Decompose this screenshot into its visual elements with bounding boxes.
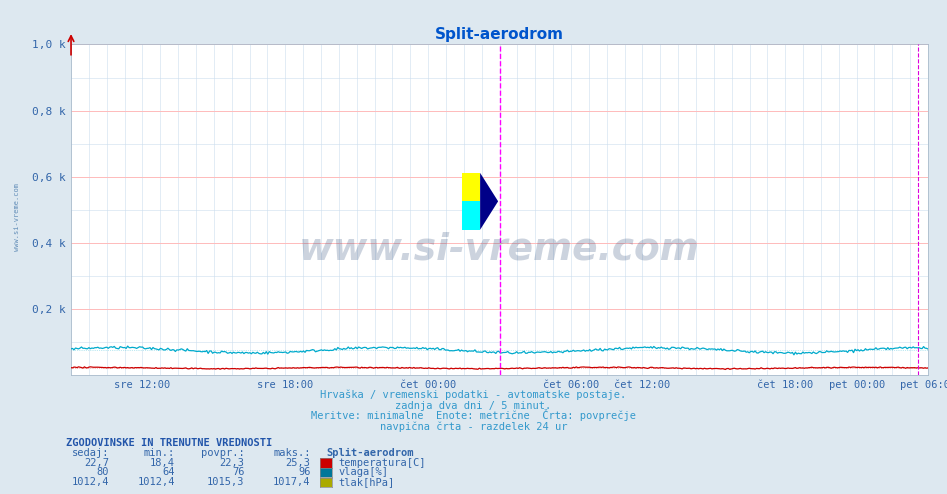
Text: 80: 80 (97, 467, 109, 477)
Text: povpr.:: povpr.: (201, 448, 244, 458)
Text: 76: 76 (232, 467, 244, 477)
Text: www.si-vreme.com: www.si-vreme.com (299, 232, 700, 268)
Text: 18,4: 18,4 (151, 458, 175, 468)
Text: Split-aerodrom: Split-aerodrom (327, 448, 414, 458)
Text: 1012,4: 1012,4 (71, 477, 109, 487)
Text: www.si-vreme.com: www.si-vreme.com (14, 183, 20, 251)
Text: 22,7: 22,7 (84, 458, 109, 468)
Text: 22,3: 22,3 (220, 458, 244, 468)
Text: vlaga[%]: vlaga[%] (338, 467, 388, 477)
Bar (462, 202, 480, 230)
Text: 1012,4: 1012,4 (137, 477, 175, 487)
Text: maks.:: maks.: (273, 448, 311, 458)
Text: zadnja dva dni / 5 minut.: zadnja dva dni / 5 minut. (396, 401, 551, 411)
Polygon shape (480, 173, 498, 230)
Text: ZGODOVINSKE IN TRENUTNE VREDNOSTI: ZGODOVINSKE IN TRENUTNE VREDNOSTI (66, 438, 273, 448)
Text: 1017,4: 1017,4 (273, 477, 311, 487)
Text: temperatura[C]: temperatura[C] (338, 458, 425, 468)
Bar (462, 173, 480, 202)
Text: sedaj:: sedaj: (71, 448, 109, 458)
Text: tlak[hPa]: tlak[hPa] (338, 477, 394, 487)
Title: Split-aerodrom: Split-aerodrom (435, 27, 564, 42)
Text: navpična črta - razdelek 24 ur: navpična črta - razdelek 24 ur (380, 422, 567, 432)
Text: 96: 96 (298, 467, 311, 477)
Text: Meritve: minimalne  Enote: metrične  Črta: povprečje: Meritve: minimalne Enote: metrične Črta:… (311, 410, 636, 421)
Text: min.:: min.: (144, 448, 175, 458)
Text: Hrvaška / vremenski podatki - avtomatske postaje.: Hrvaška / vremenski podatki - avtomatske… (320, 389, 627, 400)
Text: 1015,3: 1015,3 (206, 477, 244, 487)
Text: 25,3: 25,3 (286, 458, 311, 468)
Text: 64: 64 (163, 467, 175, 477)
